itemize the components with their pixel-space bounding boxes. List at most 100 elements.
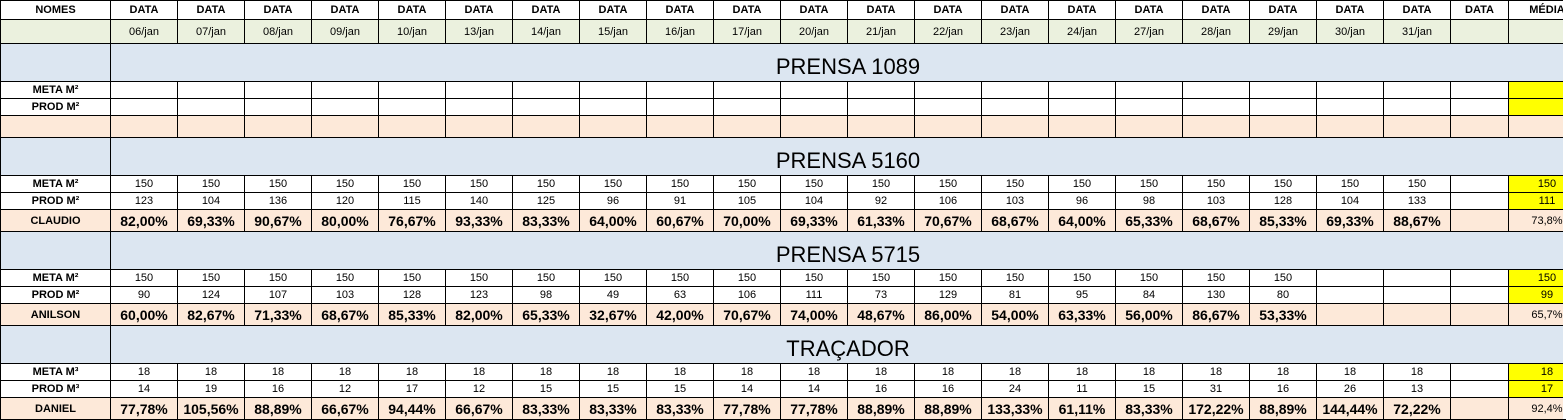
meta-value[interactable]: 18 — [915, 364, 982, 381]
section-title-left[interactable] — [1, 138, 111, 176]
meta-value[interactable]: 18 — [1250, 364, 1317, 381]
percent-value[interactable]: 144,44% — [1317, 398, 1384, 420]
prod-value[interactable] — [245, 99, 312, 116]
percent-value[interactable] — [1384, 304, 1451, 326]
date-header-value[interactable]: 21/jan — [848, 20, 915, 44]
meta-value[interactable]: 150 — [513, 270, 580, 287]
prod-value[interactable] — [178, 99, 245, 116]
meta-value[interactable]: 150 — [1250, 270, 1317, 287]
percent-value[interactable] — [714, 116, 781, 138]
date-header-label[interactable]: DATA — [1384, 1, 1451, 20]
prod-label[interactable]: PROD M² — [1, 287, 111, 304]
date-header-value[interactable]: 17/jan — [714, 20, 781, 44]
percent-value[interactable]: 54,00% — [982, 304, 1049, 326]
meta-value[interactable]: 150 — [446, 176, 513, 193]
meta-value[interactable]: 18 — [379, 364, 446, 381]
meta-value[interactable] — [379, 82, 446, 99]
percent-value[interactable] — [1451, 398, 1509, 420]
prod-value[interactable]: 98 — [513, 287, 580, 304]
section-title-left[interactable] — [1, 326, 111, 364]
meta-value[interactable] — [1384, 82, 1451, 99]
meta-value[interactable] — [848, 82, 915, 99]
meta-average[interactable] — [1509, 82, 1566, 99]
date-header-value[interactable]: 22/jan — [915, 20, 982, 44]
prod-value[interactable]: 12 — [312, 381, 379, 398]
prod-value[interactable]: 49 — [580, 287, 647, 304]
percent-value[interactable]: 42,00% — [647, 304, 714, 326]
prod-value[interactable] — [1451, 287, 1509, 304]
meta-value[interactable]: 150 — [848, 270, 915, 287]
date-header-value[interactable]: 24/jan — [1049, 20, 1116, 44]
percent-value[interactable] — [245, 116, 312, 138]
prod-value[interactable]: 16 — [1250, 381, 1317, 398]
meta-value[interactable]: 18 — [178, 364, 245, 381]
percent-value[interactable]: 133,33% — [982, 398, 1049, 420]
percent-value[interactable]: 88,67% — [1384, 210, 1451, 232]
meta-value[interactable]: 150 — [1250, 176, 1317, 193]
percent-value[interactable]: 85,33% — [1250, 210, 1317, 232]
prod-average[interactable]: 17 — [1509, 381, 1566, 398]
prod-value[interactable]: 84 — [1116, 287, 1183, 304]
prod-value[interactable]: 96 — [580, 193, 647, 210]
meta-value[interactable]: 150 — [781, 176, 848, 193]
meta-value[interactable]: 150 — [1317, 176, 1384, 193]
prod-value[interactable] — [714, 99, 781, 116]
operator-name[interactable]: CLAUDIO — [1, 210, 111, 232]
percent-value[interactable] — [647, 116, 714, 138]
prod-value[interactable]: 24 — [982, 381, 1049, 398]
prod-value[interactable]: 133 — [1384, 193, 1451, 210]
prod-value[interactable] — [312, 99, 379, 116]
meta-average[interactable]: 150 — [1509, 270, 1566, 287]
percent-value[interactable] — [1317, 116, 1384, 138]
date-header-value[interactable]: 30/jan — [1317, 20, 1384, 44]
meta-value[interactable]: 150 — [915, 176, 982, 193]
prod-value[interactable]: 129 — [915, 287, 982, 304]
meta-value[interactable] — [513, 82, 580, 99]
percent-value[interactable]: 65,33% — [1116, 210, 1183, 232]
meta-label[interactable]: META M² — [1, 270, 111, 287]
prod-value[interactable] — [1116, 99, 1183, 116]
prod-value[interactable]: 19 — [178, 381, 245, 398]
date-header-label[interactable]: DATA — [446, 1, 513, 20]
prod-value[interactable]: 17 — [379, 381, 446, 398]
date-header-label[interactable]: DATA — [1116, 1, 1183, 20]
percent-value[interactable] — [1384, 116, 1451, 138]
meta-value[interactable]: 150 — [647, 270, 714, 287]
date-header-value[interactable]: 06/jan — [111, 20, 178, 44]
percent-value[interactable] — [379, 116, 446, 138]
percent-value[interactable]: 88,89% — [245, 398, 312, 420]
prod-value[interactable]: 104 — [178, 193, 245, 210]
percent-value[interactable]: 48,67% — [848, 304, 915, 326]
prod-value[interactable]: 15 — [647, 381, 714, 398]
prod-value[interactable]: 14 — [111, 381, 178, 398]
percent-value[interactable]: 70,67% — [915, 210, 982, 232]
percent-value[interactable]: 64,00% — [580, 210, 647, 232]
date-header-value[interactable] — [1451, 20, 1509, 44]
meta-value[interactable]: 18 — [245, 364, 312, 381]
prod-value[interactable]: 130 — [1183, 287, 1250, 304]
prod-label[interactable]: PROD M² — [1, 99, 111, 116]
operator-name[interactable]: ANILSON — [1, 304, 111, 326]
section-title-left[interactable] — [1, 44, 111, 82]
prod-value[interactable]: 115 — [379, 193, 446, 210]
prod-value[interactable]: 12 — [446, 381, 513, 398]
percent-value[interactable] — [513, 116, 580, 138]
date-header-label[interactable]: DATA — [982, 1, 1049, 20]
percent-value[interactable]: 88,89% — [1250, 398, 1317, 420]
percent-value[interactable]: 82,00% — [111, 210, 178, 232]
percent-value[interactable]: 77,78% — [111, 398, 178, 420]
meta-value[interactable] — [178, 82, 245, 99]
date-header-value[interactable]: 13/jan — [446, 20, 513, 44]
percent-value[interactable]: 83,33% — [580, 398, 647, 420]
meta-value[interactable] — [1384, 270, 1451, 287]
meta-value[interactable] — [1250, 82, 1317, 99]
date-header-label[interactable]: DATA — [312, 1, 379, 20]
meta-label[interactable]: META M³ — [1, 364, 111, 381]
meta-value[interactable] — [1183, 82, 1250, 99]
date-header-label[interactable]: DATA — [1049, 1, 1116, 20]
percent-value[interactable]: 88,89% — [848, 398, 915, 420]
percent-value[interactable] — [580, 116, 647, 138]
prod-value[interactable] — [848, 99, 915, 116]
prod-label[interactable]: PROD M³ — [1, 381, 111, 398]
prod-value[interactable] — [1317, 99, 1384, 116]
